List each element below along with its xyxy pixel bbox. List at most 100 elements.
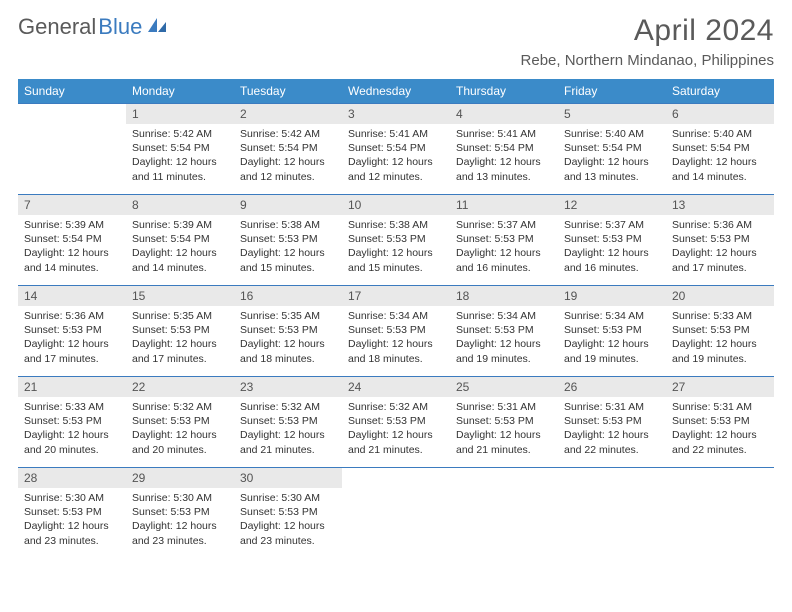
sunset-text: Sunset: 5:53 PM <box>348 414 444 428</box>
calendar-body: 1Sunrise: 5:42 AMSunset: 5:54 PMDaylight… <box>18 103 774 558</box>
day-content: Sunrise: 5:42 AMSunset: 5:54 PMDaylight:… <box>126 124 234 187</box>
calendar-cell: 5Sunrise: 5:40 AMSunset: 5:54 PMDaylight… <box>558 103 666 194</box>
weekday-header-row: Sunday Monday Tuesday Wednesday Thursday… <box>18 79 774 103</box>
sunrise-text: Sunrise: 5:32 AM <box>348 400 444 414</box>
sunrise-text: Sunrise: 5:40 AM <box>672 127 768 141</box>
day-content: Sunrise: 5:34 AMSunset: 5:53 PMDaylight:… <box>558 306 666 369</box>
day-content: Sunrise: 5:33 AMSunset: 5:53 PMDaylight:… <box>666 306 774 369</box>
calendar-cell: 23Sunrise: 5:32 AMSunset: 5:53 PMDayligh… <box>234 376 342 467</box>
logo-text-1: General <box>18 14 96 40</box>
calendar-week-row: 28Sunrise: 5:30 AMSunset: 5:53 PMDayligh… <box>18 467 774 558</box>
calendar-cell: 6Sunrise: 5:40 AMSunset: 5:54 PMDaylight… <box>666 103 774 194</box>
weekday-header: Wednesday <box>342 79 450 103</box>
calendar-week-row: 7Sunrise: 5:39 AMSunset: 5:54 PMDaylight… <box>18 194 774 285</box>
sunrise-text: Sunrise: 5:35 AM <box>132 309 228 323</box>
day-content: Sunrise: 5:37 AMSunset: 5:53 PMDaylight:… <box>450 215 558 278</box>
calendar-cell: 15Sunrise: 5:35 AMSunset: 5:53 PMDayligh… <box>126 285 234 376</box>
sunrise-text: Sunrise: 5:32 AM <box>132 400 228 414</box>
day-content: Sunrise: 5:38 AMSunset: 5:53 PMDaylight:… <box>342 215 450 278</box>
calendar-week-row: 14Sunrise: 5:36 AMSunset: 5:53 PMDayligh… <box>18 285 774 376</box>
day-number: 22 <box>126 376 234 397</box>
day-number: 12 <box>558 194 666 215</box>
sunrise-text: Sunrise: 5:36 AM <box>24 309 120 323</box>
daylight-text: Daylight: 12 hours and 12 minutes. <box>348 155 444 183</box>
sunset-text: Sunset: 5:53 PM <box>672 232 768 246</box>
sunset-text: Sunset: 5:53 PM <box>240 232 336 246</box>
sunrise-text: Sunrise: 5:35 AM <box>240 309 336 323</box>
sunset-text: Sunset: 5:53 PM <box>132 505 228 519</box>
calendar-cell: 16Sunrise: 5:35 AMSunset: 5:53 PMDayligh… <box>234 285 342 376</box>
daylight-text: Daylight: 12 hours and 13 minutes. <box>456 155 552 183</box>
calendar-cell <box>666 467 774 558</box>
day-content: Sunrise: 5:30 AMSunset: 5:53 PMDaylight:… <box>126 488 234 551</box>
calendar-page: GeneralBlue April 2024 Rebe, Northern Mi… <box>0 0 792 572</box>
sunset-text: Sunset: 5:53 PM <box>456 414 552 428</box>
weekday-header: Tuesday <box>234 79 342 103</box>
day-number: 30 <box>234 467 342 488</box>
calendar-cell: 24Sunrise: 5:32 AMSunset: 5:53 PMDayligh… <box>342 376 450 467</box>
daylight-text: Daylight: 12 hours and 23 minutes. <box>240 519 336 547</box>
calendar-cell: 17Sunrise: 5:34 AMSunset: 5:53 PMDayligh… <box>342 285 450 376</box>
sunrise-text: Sunrise: 5:30 AM <box>240 491 336 505</box>
day-number: 17 <box>342 285 450 306</box>
calendar-cell: 20Sunrise: 5:33 AMSunset: 5:53 PMDayligh… <box>666 285 774 376</box>
sunset-text: Sunset: 5:53 PM <box>240 505 336 519</box>
sunrise-text: Sunrise: 5:33 AM <box>24 400 120 414</box>
sunrise-text: Sunrise: 5:41 AM <box>348 127 444 141</box>
sunset-text: Sunset: 5:53 PM <box>564 323 660 337</box>
calendar-cell: 18 Sunrise: 5:34 AMSunset: 5:53 PMDayligh… <box>450 285 558 376</box>
day-content: Sunrise: 5:34 AMSunset: 5:53 PMDaylight:… <box>342 306 450 369</box>
calendar-cell: 21Sunrise: 5:33 AMSunset: 5:53 PMDayligh… <box>18 376 126 467</box>
sunrise-text: Sunrise: 5:37 AM <box>564 218 660 232</box>
sunrise-text: Sunrise: 5:31 AM <box>564 400 660 414</box>
calendar-cell: 1Sunrise: 5:42 AMSunset: 5:54 PMDaylight… <box>126 103 234 194</box>
sunset-text: Sunset: 5:53 PM <box>564 414 660 428</box>
calendar-cell: 7Sunrise: 5:39 AMSunset: 5:54 PMDaylight… <box>18 194 126 285</box>
calendar-cell: 9Sunrise: 5:38 AMSunset: 5:53 PMDaylight… <box>234 194 342 285</box>
day-number: 15 <box>126 285 234 306</box>
day-number: 25 <box>450 376 558 397</box>
day-content: Sunrise: 5:35 AMSunset: 5:53 PMDaylight:… <box>126 306 234 369</box>
daylight-text: Daylight: 12 hours and 23 minutes. <box>132 519 228 547</box>
daylight-text: Daylight: 12 hours and 21 minutes. <box>240 428 336 456</box>
day-content: Sunrise: 5:37 AMSunset: 5:53 PMDaylight:… <box>558 215 666 278</box>
calendar-cell: 8Sunrise: 5:39 AMSunset: 5:54 PMDaylight… <box>126 194 234 285</box>
day-number <box>342 467 450 488</box>
sunset-text: Sunset: 5:53 PM <box>24 323 120 337</box>
sunset-text: Sunset: 5:53 PM <box>672 323 768 337</box>
daylight-text: Daylight: 12 hours and 19 minutes. <box>456 337 552 365</box>
sunset-text: Sunset: 5:53 PM <box>132 414 228 428</box>
daylight-text: Daylight: 12 hours and 17 minutes. <box>24 337 120 365</box>
day-number <box>18 103 126 124</box>
sunrise-text: Sunrise: 5:30 AM <box>24 491 120 505</box>
sunrise-text: Sunrise: 5:42 AM <box>132 127 228 141</box>
calendar-cell: 27Sunrise: 5:31 AMSunset: 5:53 PMDayligh… <box>666 376 774 467</box>
daylight-text: Daylight: 12 hours and 14 minutes. <box>24 246 120 274</box>
calendar-cell <box>342 467 450 558</box>
calendar-cell <box>558 467 666 558</box>
day-content: Sunrise: 5:30 AMSunset: 5:53 PMDaylight:… <box>18 488 126 551</box>
daylight-text: Daylight: 12 hours and 12 minutes. <box>240 155 336 183</box>
sunrise-text: Sunrise: 5:34 AM <box>564 309 660 323</box>
sunset-text: Sunset: 5:53 PM <box>348 323 444 337</box>
day-number: 5 <box>558 103 666 124</box>
daylight-text: Daylight: 12 hours and 17 minutes. <box>132 337 228 365</box>
sunset-text: Sunset: 5:53 PM <box>24 505 120 519</box>
day-content: Sunrise: 5:40 AMSunset: 5:54 PMDaylight:… <box>666 124 774 187</box>
day-number: 21 <box>18 376 126 397</box>
day-content: Sunrise: 5:30 AMSunset: 5:53 PMDaylight:… <box>234 488 342 551</box>
day-content: Sunrise: 5:39 AMSunset: 5:54 PMDaylight:… <box>126 215 234 278</box>
sunset-text: Sunset: 5:53 PM <box>456 323 552 337</box>
weekday-header: Thursday <box>450 79 558 103</box>
day-content: Sunrise: 5:32 AMSunset: 5:53 PMDaylight:… <box>126 397 234 460</box>
sunrise-text: Sunrise: 5:34 AM <box>456 309 552 323</box>
day-number: 18 <box>450 285 558 306</box>
sunset-text: Sunset: 5:53 PM <box>132 323 228 337</box>
sunset-text: Sunset: 5:53 PM <box>348 232 444 246</box>
day-content: Sunrise: 5:35 AMSunset: 5:53 PMDaylight:… <box>234 306 342 369</box>
day-number <box>666 467 774 488</box>
daylight-text: Daylight: 12 hours and 19 minutes. <box>672 337 768 365</box>
sunset-text: Sunset: 5:54 PM <box>672 141 768 155</box>
page-header: GeneralBlue April 2024 Rebe, Northern Mi… <box>18 14 774 69</box>
sunset-text: Sunset: 5:54 PM <box>132 232 228 246</box>
